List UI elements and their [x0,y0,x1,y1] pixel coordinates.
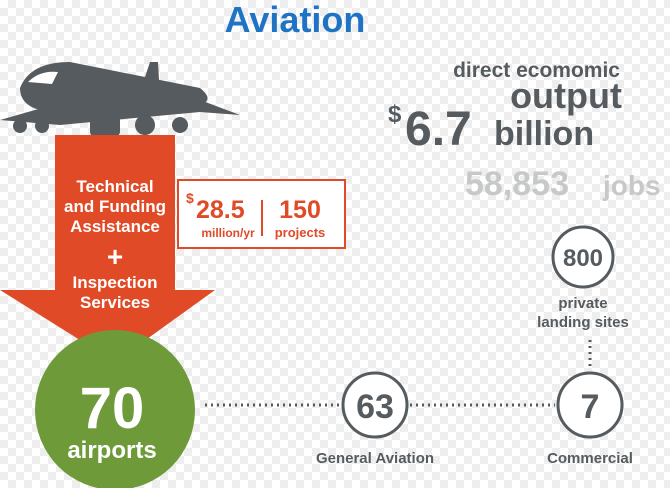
funding-unit: million/yr [201,226,255,240]
commercial-label: Commercial [547,450,633,467]
assist-text: Services [80,293,150,312]
assist-text: and Funding [64,197,166,216]
ga-circle [341,371,409,439]
private-circle [551,225,615,289]
economy-amount: 6.7 [405,103,472,156]
jobs-number: 58,853 [465,165,569,203]
plus: + [107,241,123,272]
jobs-label: jobs [602,170,661,201]
economy-line2: output [510,75,622,116]
ga-label: General Aviation [316,450,434,467]
assist-text: Technical [76,177,153,196]
commercial-number: 7 [581,388,600,426]
assist-text: Inspection [72,273,157,292]
private-label: private [558,295,607,312]
economy-unit: billion [494,115,594,153]
assist-text: Assistance [70,217,160,236]
airports-number: 70 [80,376,145,441]
funding-currency: $ [186,190,194,206]
projects-number: 150 [279,196,321,224]
airports-label: airports [67,437,156,464]
economy-currency: $ [388,101,402,128]
funding-amount: 28.5 [196,196,245,224]
projects-label: projects [275,225,326,240]
private-number: 800 [563,245,603,272]
economy-line1: direct ecomomic [453,59,620,82]
airports-circle [35,330,195,488]
commercial-circle [556,371,624,439]
private-label: landing sites [537,314,629,331]
arrow [0,135,215,362]
title: Aviation [225,0,366,40]
ga-number: 63 [356,388,394,426]
airplane-icon [0,62,240,136]
